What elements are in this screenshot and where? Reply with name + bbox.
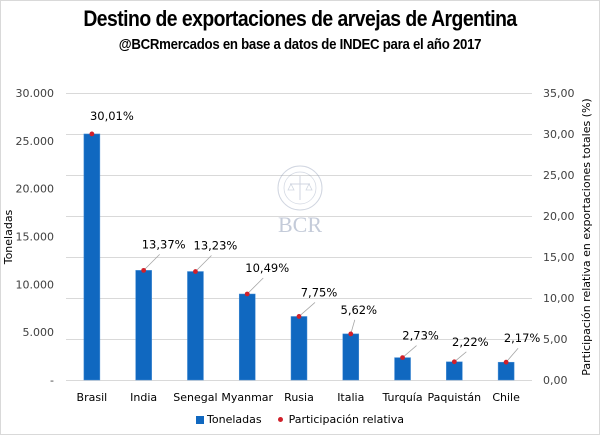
bar (497, 361, 515, 381)
label-leader-line (454, 351, 467, 363)
data-label: 5,62% (341, 303, 378, 317)
y2-tick-label: 35,00 (543, 87, 575, 100)
x-category-label: Rusia (284, 391, 314, 404)
y2-axis-title: Participación relativa en exportaciones … (580, 98, 593, 375)
y-tick-label: 10.000 (16, 278, 55, 291)
y2-tick-label: 10,00 (543, 292, 575, 305)
label-leaders (143, 254, 519, 363)
y-tick-label: - (50, 374, 54, 387)
label-leader-line (298, 302, 316, 317)
legend-item-toneladas[interactable]: Toneladas (196, 413, 262, 426)
watermark-text: BCR (278, 212, 322, 237)
data-label: 13,23% (194, 239, 238, 253)
bar (394, 357, 411, 381)
bar (342, 333, 360, 381)
y2-tick-label: 15,00 (543, 251, 575, 264)
data-point (193, 269, 198, 274)
bar (135, 270, 152, 381)
y2-tick-label: 20,00 (543, 210, 575, 223)
label-leader-line (350, 319, 356, 335)
legend-swatch-dot (277, 417, 283, 422)
data-label: 13,37% (142, 237, 186, 251)
x-category-label: Myanmar (221, 391, 273, 404)
x-axis-categories: Brasil India Senegal Myanmar Rusia Italia Turq… (77, 391, 521, 404)
label-leader-line (402, 345, 417, 358)
data-label: 2,17% (504, 331, 541, 345)
y-tick-label: 30.000 (16, 87, 55, 100)
legend: Toneladas Participación relativa (0, 413, 600, 426)
y2-tick-label: 5,00 (543, 333, 568, 346)
bar (290, 316, 308, 381)
y-axis-right: 0,00 5,00 10,00 15,00 20,00 25,00 30,00 35,00 (543, 87, 575, 387)
data-label: 10,49% (245, 261, 289, 275)
bar (446, 361, 463, 381)
data-label: 7,75% (301, 285, 338, 299)
x-category-label: Senegal (173, 391, 217, 404)
x-category-label: Italia (337, 391, 364, 404)
x-category-label: Brasil (77, 391, 108, 404)
y-tick-label: 15.000 (16, 231, 55, 244)
bars-series (83, 133, 515, 381)
seal-outer-ring (277, 165, 323, 211)
seal-scale-pans (287, 183, 313, 191)
y-tick-label: 5.000 (23, 326, 55, 339)
data-label: 2,22% (452, 335, 489, 349)
label-leader-line (143, 254, 160, 271)
bar (187, 271, 204, 381)
y-tick-label: 25.000 (16, 135, 55, 148)
chart-subtitle: @BCRmercados en base a datos de INDEC pa… (118, 36, 482, 53)
chart-title: Destino de exportaciones de arvejas de A… (83, 6, 517, 31)
bar (238, 293, 256, 381)
y2-tick-label: 25,00 (543, 169, 575, 182)
bcr-watermark-logo: BCR (277, 165, 323, 237)
x-category-label: Turquía (382, 391, 423, 404)
y2-tick-label: 30,00 (543, 128, 575, 141)
x-category-label: India (130, 391, 157, 404)
data-point (451, 359, 457, 365)
data-point (141, 267, 147, 273)
seal-inner-ring (283, 171, 317, 205)
label-leader-line (195, 255, 212, 272)
y2-tick-label: 0,00 (543, 374, 568, 387)
data-point (348, 331, 354, 337)
y-axis-title: Toneladas (2, 209, 15, 265)
data-point (400, 355, 405, 361)
bar (83, 133, 101, 381)
data-labels: 30,01% 13,37% 13,23% 10,49% 7,75%5,62% 2,73% 2… (90, 109, 540, 349)
y-tick-label: 20.000 (16, 183, 55, 196)
legend-label: Participación relativa (288, 413, 404, 426)
legend-label: Toneladas (207, 413, 262, 426)
data-point (244, 291, 250, 297)
legend-swatch-bar (196, 415, 205, 424)
data-point (296, 314, 302, 319)
data-label: 2,73% (402, 329, 439, 343)
legend-item-participacion[interactable]: Participación relativa (277, 413, 404, 426)
label-leader-line (246, 277, 264, 295)
data-point (503, 359, 509, 365)
data-label: 30,01% (90, 109, 134, 123)
label-leader-line (505, 347, 519, 363)
x-category-label: Chile (492, 391, 520, 404)
points-series (89, 131, 509, 365)
data-point (89, 131, 95, 137)
x-category-label: Paquistán (428, 391, 482, 404)
y-axis-left: - 5.000 10.000 15.000 20.000 25.000 30.000 (16, 87, 55, 387)
